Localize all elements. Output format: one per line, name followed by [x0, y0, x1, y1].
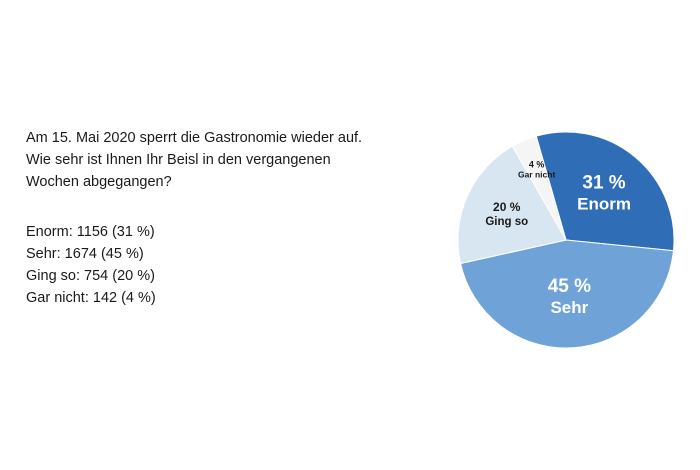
pie-slices: [457, 131, 675, 349]
question-line-1: Am 15. Mai 2020 sperrt die Gastronomie w…: [26, 130, 363, 146]
question-line-2: Wie sehr ist Ihnen Ihr Beisl in den verg…: [26, 152, 331, 168]
result-sehr: Sehr: 1674 (45 %): [26, 246, 144, 262]
pie-slice-sehr: [459, 239, 675, 349]
pie-labels: 31 %Enorm 45 %Sehr 20 % Ging so 4 %Gar nicht: [485, 159, 631, 317]
pie-slice-enorm: [535, 131, 675, 252]
pie-percent-label: 31 %: [582, 172, 625, 193]
pie-category-label: Enorm: [577, 194, 631, 213]
pie-percent-label: 20 %: [493, 200, 521, 214]
question-text: Am 15. Mai 2020 sperrt die Gastronomie w…: [26, 127, 426, 193]
pie-percent-label: 45 %: [548, 276, 591, 297]
result-gar-nicht: Gar nicht: 142 (4 %): [26, 290, 156, 306]
pie-category-label: Gar nicht: [518, 169, 555, 179]
result-ging-so: Ging so: 754 (20 %): [26, 268, 155, 284]
pie-percent-label: 4 %: [529, 159, 545, 169]
pie-category-label: Ging so: [485, 216, 528, 228]
question-line-3: Wochen abgegangen?: [26, 174, 172, 190]
pie-category-label: Sehr: [550, 298, 588, 317]
result-enorm: Enorm: 1156 (31 %): [26, 224, 155, 240]
results-list: Enorm: 1156 (31 %) Sehr: 1674 (45 %) Gin…: [26, 221, 326, 309]
pie-slice-ging-so: [457, 145, 567, 265]
pie-slice-gar-nicht: [511, 135, 567, 241]
